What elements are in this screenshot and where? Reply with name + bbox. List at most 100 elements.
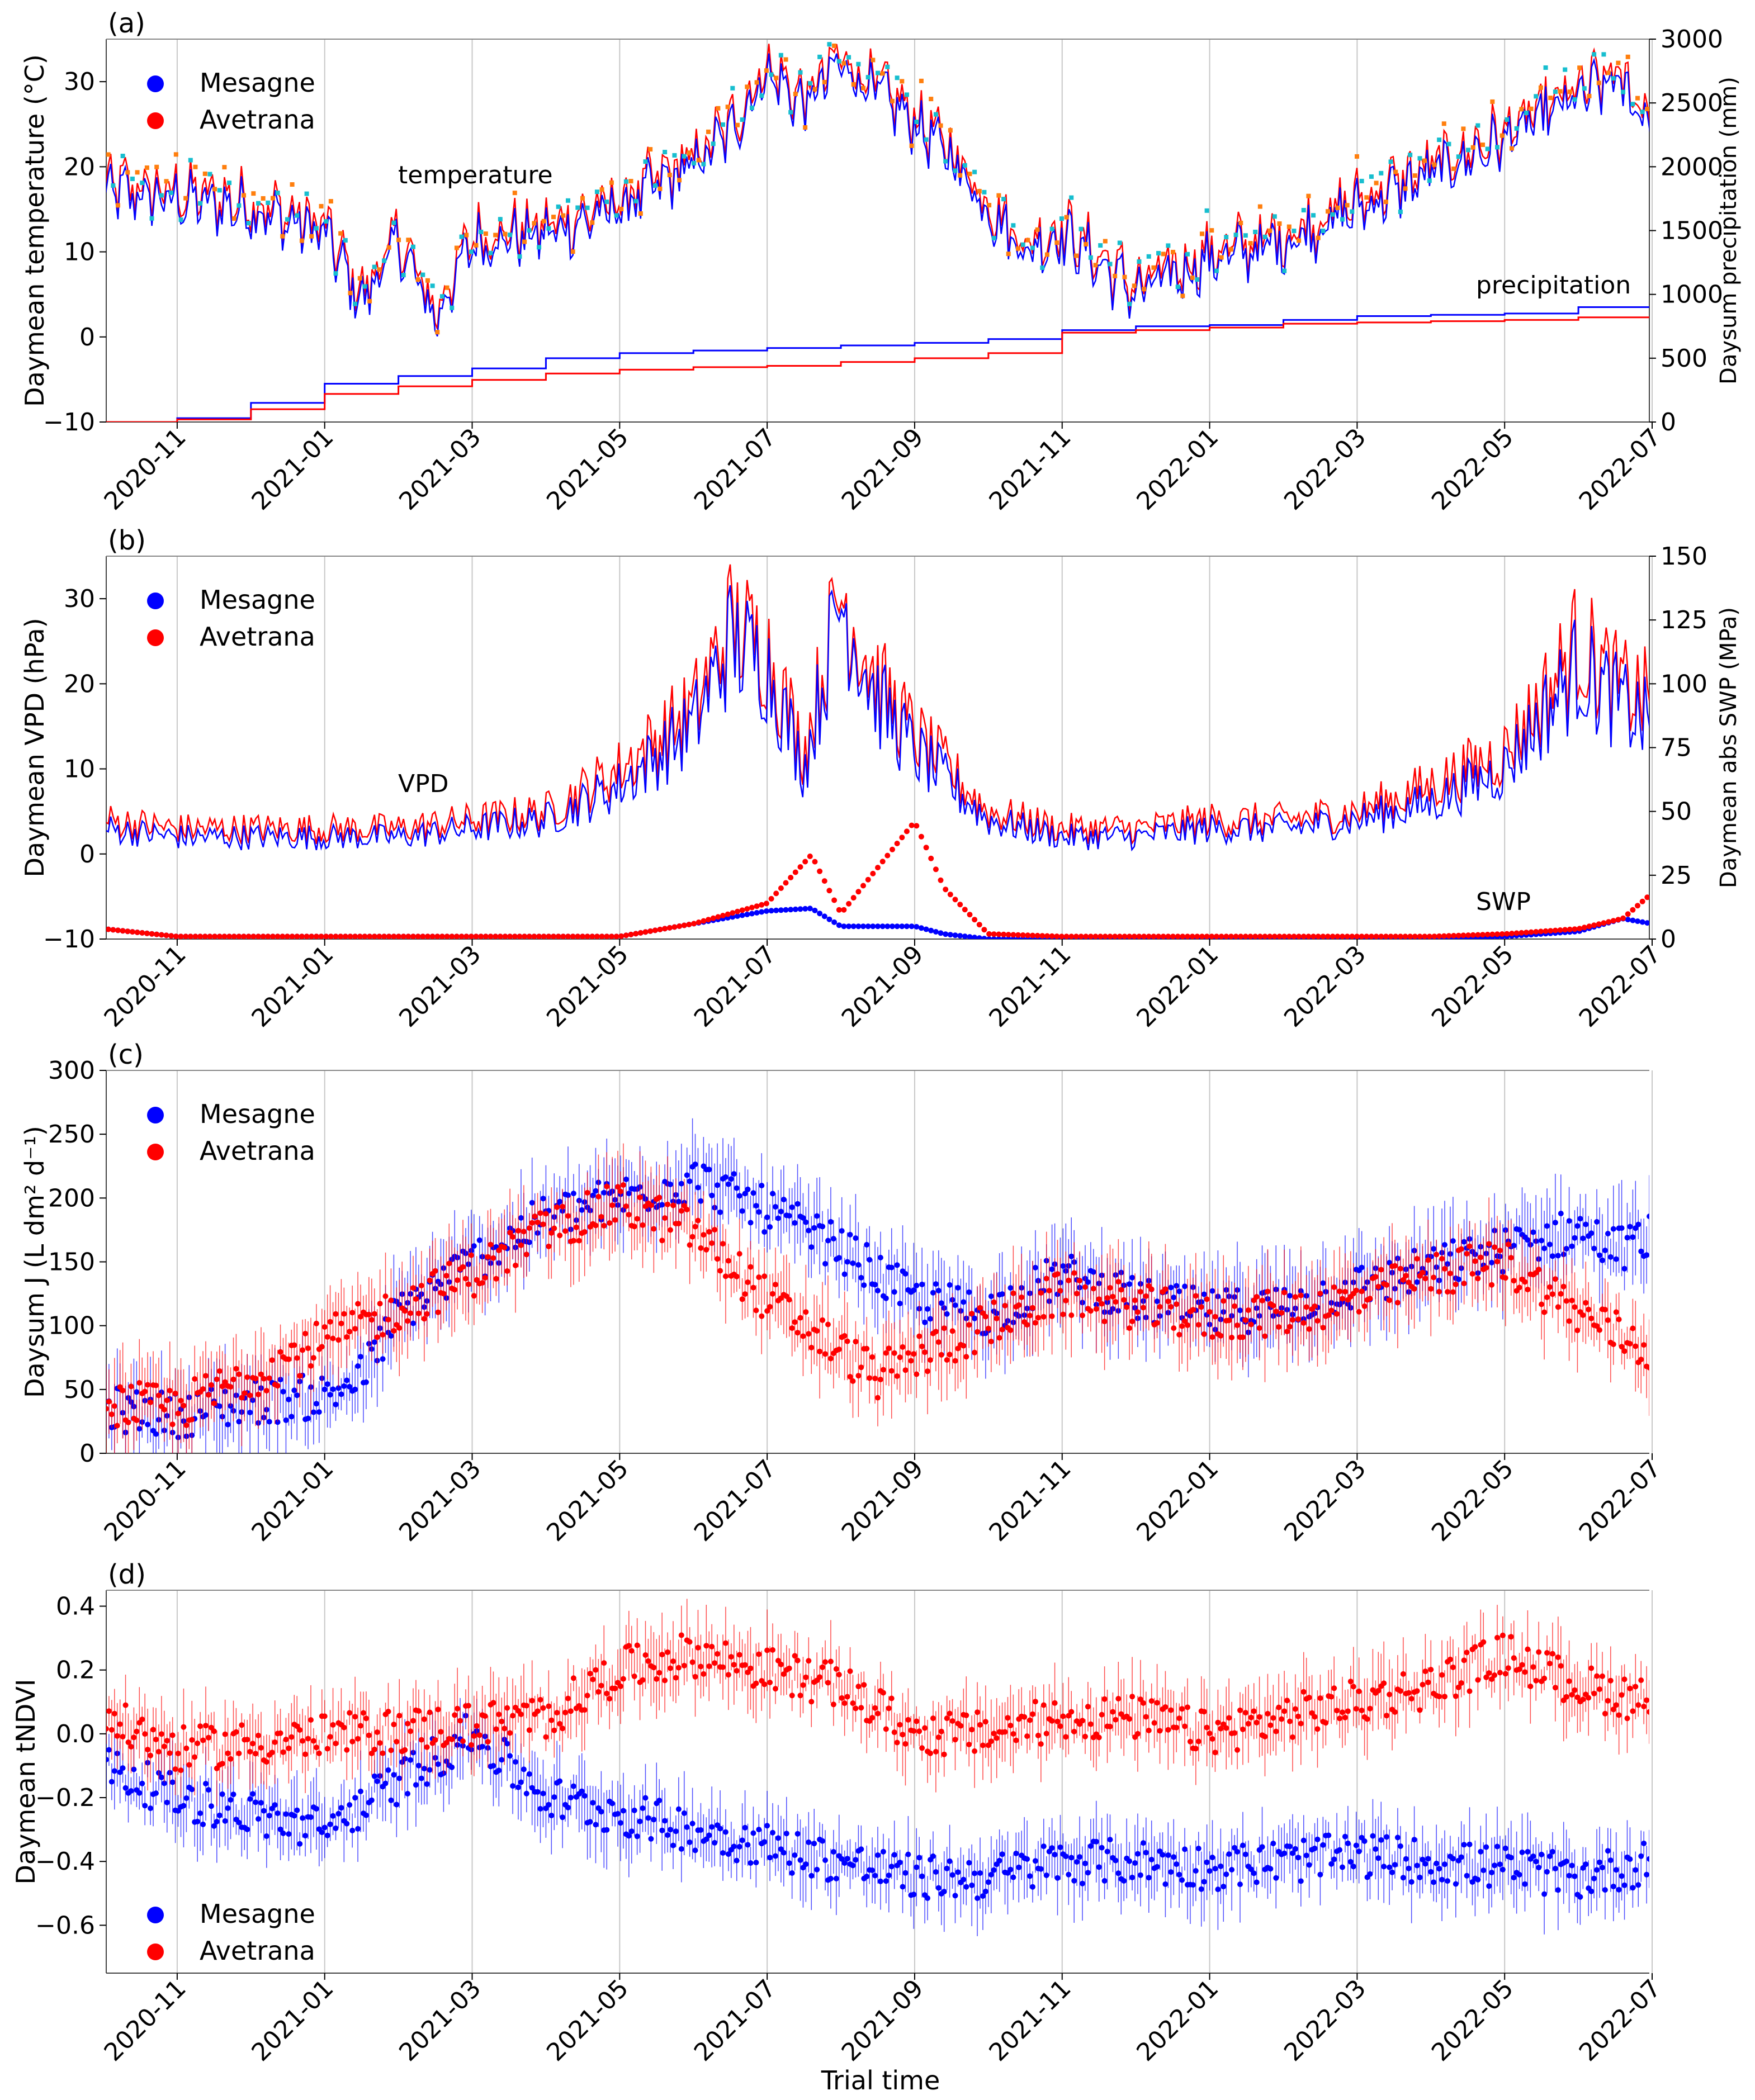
series-point-mesagne [756,1209,762,1215]
series-point-avetrana-swp [463,933,470,939]
series-point-avetrana [349,1310,356,1316]
series-point-avetrana [117,1721,123,1727]
series-point-mesagne [1627,1224,1633,1230]
series-point-mesagne [1030,1884,1035,1890]
series-point-avetrana-swp [453,933,460,939]
series-point-avetrana-swp [1484,931,1491,937]
series-point-avetrana [841,1333,848,1339]
series-point-temperature-extra [1122,274,1127,279]
series-point-temperature-extra [546,226,551,231]
series-point-avetrana [985,1325,991,1331]
series-point-avetrana-swp [735,908,740,914]
series-point-mesagne [371,1339,377,1345]
series-point-avetrana [1038,1290,1044,1296]
series-point-mesagne [853,1235,859,1241]
series-point-avetrana [239,1395,245,1401]
series-point-avetrana [1043,1276,1049,1282]
series-point-mesagne [1007,1866,1014,1873]
series-point-mesagne [947,1858,953,1864]
series-point-avetrana [338,1320,344,1326]
series-point-mesagne-swp [735,913,740,919]
series-point-avetrana [460,1264,466,1270]
series-point-mesagne [1555,1253,1561,1259]
series-point-mesagne [286,1396,292,1402]
series-point-avetrana [1209,1334,1215,1340]
series-point-avetrana [225,1750,231,1756]
series-point-avetrana [183,1745,190,1751]
series-point-avetrana-swp [367,933,373,939]
series-point-avetrana-swp [1499,931,1505,937]
series-point-avetrana-swp [1218,933,1224,939]
series-point-avetrana-swp [1238,933,1244,939]
series-point-avetrana [570,1675,576,1681]
series-point-mesagne-swp [812,907,818,913]
series-point-mesagne-swp [947,932,953,938]
series-point-temperature-extra [193,164,198,169]
series-point-mesagne [388,1333,394,1339]
series-point-mesagne [496,1767,502,1774]
series-point-mesagne-swp [865,923,871,930]
series-point-temperature-extra [948,128,953,133]
series-point-mesagne [200,1821,206,1827]
series-point-mesagne [1539,1851,1545,1857]
series-point-avetrana [1312,1303,1318,1309]
series-point-avetrana-swp [502,933,508,939]
series-point-avetrana [310,1355,316,1361]
series-point-avetrana-swp [1504,931,1510,937]
series-point-avetrana [554,1204,560,1210]
series-point-temperature-extra [1224,235,1229,240]
series-point-temperature-extra [1180,293,1185,298]
series-point-avetrana-swp [1189,933,1195,939]
series-point-avetrana-swp [677,923,683,929]
series-point-avetrana [1566,1318,1572,1324]
series-point-mesagne [1431,1246,1437,1252]
series-point-mesagne [122,1785,129,1791]
series-point-avetrana-swp [1625,911,1631,917]
series-point-temperature-extra [1078,226,1084,231]
series-point-avetrana [880,1367,886,1373]
series-point-mesagne [922,1319,928,1325]
series-point-avetrana-swp [241,933,247,939]
plot-area [106,42,1649,422]
series-point-mesagne-swp [841,923,847,930]
series-point-temperature-extra [1364,195,1369,200]
series-point-avetrana [1511,1278,1517,1284]
series-point-avetrana-swp [1591,922,1597,928]
series-point-avetrana-swp [875,865,881,871]
series-point-avetrana [206,1392,211,1398]
series-point-temperature-extra [1466,148,1471,153]
series-point-avetrana [607,1220,613,1226]
series-point-temperature-extra [1553,89,1558,94]
series-point-mesagne [280,1830,286,1836]
series-point-avetrana [485,1739,491,1745]
series-point-avetrana-swp [821,878,827,884]
series-point-temperature-extra [1054,240,1059,245]
series-point-avetrana-swp [759,902,765,908]
series-point-temperature-extra [1350,209,1355,214]
series-point-avetrana [1375,1283,1382,1290]
series-point-mesagne [1190,1882,1196,1888]
series-point-temperature-extra [817,54,822,59]
series-point-avetrana [300,1347,306,1353]
series-point-temperature-extra [1175,285,1180,290]
series-point-avetrana [490,1255,496,1261]
series-point-avetrana [567,1708,574,1714]
series-point-avetrana-swp [831,897,838,903]
series-point-mesagne [748,1220,754,1226]
series-point-avetrana [593,1222,599,1229]
series-point-mesagne [382,1780,389,1786]
series-point-avetrana-swp [1581,925,1587,931]
series-point-avetrana-swp [1548,928,1554,934]
y-tick-label: 250 [48,1120,95,1149]
series-point-mesagne [338,1391,344,1397]
series-point-mesagne [244,1826,250,1832]
series-point-avetrana-swp [1170,933,1176,939]
series-point-mesagne [111,1768,117,1774]
series-point-avetrana [186,1762,192,1768]
series-point-mesagne [675,1198,682,1205]
series-point-mesagne [216,1812,223,1818]
series-point-mesagne-swp [976,935,982,939]
series-point-avetrana-swp [1320,933,1326,939]
series-point-mesagne [662,1818,668,1824]
series-point-mesagne [1627,1856,1633,1862]
